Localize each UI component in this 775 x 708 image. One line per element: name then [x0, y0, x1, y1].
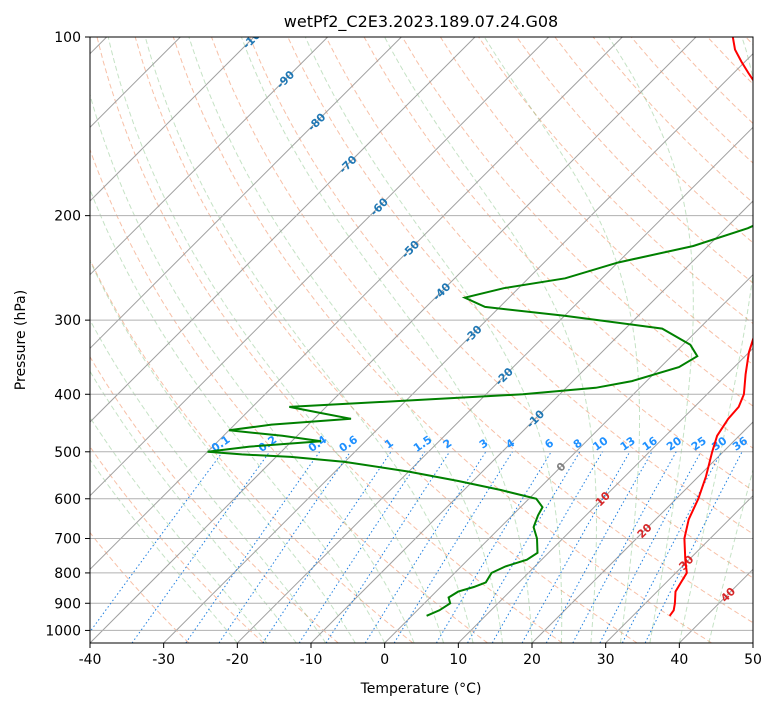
dry-adiabat — [325, 37, 753, 492]
dry-adiabat — [90, 531, 190, 643]
y-tick-label: 500 — [54, 445, 81, 461]
mixing-ratio-line — [131, 451, 271, 643]
moist-adiabat — [90, 416, 268, 643]
moist-adiabat — [90, 319, 327, 643]
moist-adiabat — [678, 37, 753, 643]
mixing-ratio-line — [644, 451, 743, 643]
x-tick-label: 40 — [670, 652, 688, 668]
x-tick-label: -40 — [79, 652, 102, 668]
x-tick-label: 0 — [380, 652, 389, 668]
y-axis-title: Pressure (hPa) — [13, 290, 29, 390]
plot-area: -100-90-80-70-60-50-40-30-20-10010203040… — [90, 37, 753, 643]
isotherm-line — [384, 273, 753, 643]
x-axis: -40 -30 -20 -10 0 10 20 30 40 50 — [79, 643, 762, 668]
dry-adiabat — [516, 37, 753, 284]
isotherm-line — [90, 37, 476, 423]
moist-adiabat — [144, 37, 474, 643]
dewpoint-line — [207, 224, 753, 617]
x-tick-label: -30 — [152, 652, 175, 668]
mixing-ratio-line — [325, 451, 451, 643]
isotherm-line — [90, 37, 623, 571]
isotherm-line — [605, 494, 753, 643]
moist-adiabat — [708, 467, 753, 643]
moist-adiabat — [90, 259, 356, 643]
mixing-ratio-line — [572, 451, 677, 643]
mixing-ratio-line — [298, 451, 426, 643]
y-tick-label: 1000 — [45, 623, 81, 639]
dry-adiabat — [439, 37, 753, 366]
y-tick-label: 100 — [54, 30, 81, 46]
y-tick-label: 300 — [54, 313, 81, 329]
moist-adiabats — [90, 37, 753, 643]
moist-adiabat — [240, 37, 533, 643]
isotherm-line — [90, 37, 329, 276]
isotherm-line — [457, 347, 753, 643]
isotherm-line — [163, 52, 753, 643]
isotherm-line — [90, 37, 550, 497]
moist-adiabat — [608, 37, 694, 643]
temperature-line — [668, 37, 753, 617]
dry-adiabat — [172, 37, 712, 643]
moist-adiabat — [107, 37, 445, 643]
mixing-ratio-line — [364, 451, 487, 643]
y-tick-label: 700 — [54, 532, 81, 548]
dry-adiabat — [134, 37, 638, 643]
mixing-ratio-line — [599, 451, 702, 643]
mixing-ratio-line — [218, 451, 351, 643]
mixing-ratio-line — [521, 451, 631, 643]
dry-adiabat — [90, 445, 264, 643]
x-tick-label: -10 — [300, 652, 323, 668]
plot-frame — [89, 36, 754, 644]
dry-adiabat — [96, 37, 563, 643]
isobars — [90, 37, 753, 631]
mixing-ratio-line — [90, 451, 224, 633]
isotherm-line — [90, 37, 402, 350]
moist-adiabat — [90, 188, 386, 643]
x-tick-label: -20 — [226, 652, 249, 668]
mixing-ratio-line — [545, 451, 653, 643]
isotherm-line — [90, 37, 697, 643]
dry-adiabats — [90, 37, 753, 643]
x-tick-label: 20 — [523, 652, 541, 668]
x-tick-label: 10 — [449, 652, 467, 668]
dry-adiabat — [211, 37, 753, 624]
dry-adiabat — [249, 37, 753, 579]
y-tick-label: 400 — [54, 387, 81, 403]
y-tick-label: 600 — [54, 492, 81, 508]
y-tick-label: 800 — [54, 566, 81, 582]
moist-adiabat — [90, 458, 238, 643]
moist-adiabat — [304, 37, 563, 643]
y-axis: 1000 900 800 700 600 500 400 300 200 100 — [45, 30, 90, 639]
mixing-ratio-line — [262, 451, 392, 643]
moist-adiabat — [483, 37, 640, 643]
chart-title: wetPf2_C2E3.2023.189.07.24.G08 — [284, 12, 558, 32]
dry-adiabat — [401, 37, 753, 407]
isotherm-line — [90, 37, 255, 202]
moist-adiabat — [188, 37, 503, 643]
isotherm-line — [236, 126, 753, 643]
x-tick-label: 30 — [597, 652, 615, 668]
y-tick-label: 200 — [54, 209, 81, 225]
isotherm-line — [310, 200, 753, 643]
mixing-ratio-line — [185, 451, 321, 643]
dry-adiabat — [90, 148, 488, 643]
dry-adiabat — [90, 355, 339, 643]
x-tick-label: 50 — [744, 652, 762, 668]
y-tick-label: 900 — [54, 596, 81, 612]
skewed-isotherms — [90, 37, 753, 643]
isotherm-line — [531, 421, 753, 643]
x-axis-title: Temperature (°C) — [360, 681, 482, 697]
